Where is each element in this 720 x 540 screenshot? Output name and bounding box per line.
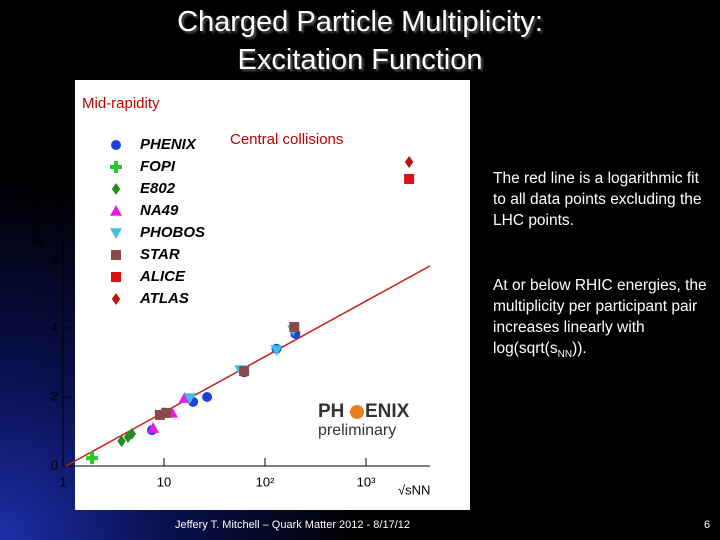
- annotation: Central collisions: [230, 131, 343, 148]
- x-tick-label: 10²: [256, 474, 275, 489]
- legend-marker: [111, 183, 121, 195]
- x-tick-label: 1: [59, 474, 66, 489]
- legend-label: E802: [140, 180, 176, 197]
- legend-marker: [111, 250, 121, 260]
- point: [270, 345, 283, 357]
- logo-icon: [350, 405, 364, 419]
- note: At or below RHIC energies, the multiplic…: [493, 275, 708, 365]
- logo-text: preliminary: [318, 422, 396, 439]
- legend-label: STAR: [140, 246, 180, 263]
- page-number: 6: [704, 519, 711, 531]
- legend-marker: [110, 205, 122, 216]
- point: [178, 392, 191, 403]
- y-tick-label: 8: [51, 181, 58, 196]
- point: [202, 392, 213, 402]
- y-tick-label: 2: [51, 388, 58, 403]
- point: [404, 156, 414, 169]
- logo-text: ENIX: [365, 401, 410, 422]
- x-tick-label: 10³: [357, 474, 376, 489]
- footer: Jeffery T. Mitchell – Quark Matter 2012 …: [175, 519, 410, 531]
- point: [127, 427, 137, 440]
- legend-marker: [111, 140, 121, 150]
- legend-label: NA49: [140, 202, 179, 219]
- point: [161, 407, 172, 418]
- annotation: Mid-rapidity: [82, 95, 160, 112]
- note-text: At or below RHIC energies, the multiplic…: [493, 277, 707, 357]
- legend-label: ATLAS: [139, 290, 189, 307]
- fit-line: [65, 265, 431, 467]
- title-line: Charged Particle Multiplicity:: [177, 6, 543, 38]
- legend-marker: [110, 161, 122, 173]
- legend-label: ALICE: [139, 268, 186, 285]
- y-tick-label: 0: [51, 457, 58, 472]
- point: [239, 366, 250, 377]
- x-tick-label: 10: [157, 474, 171, 489]
- y-axis-label: dNch/dη/(0.5 Npart): [29, 133, 44, 247]
- y-tick-label: 4: [51, 319, 58, 334]
- note-sub: NN: [557, 349, 573, 361]
- logo-text: PH: [318, 401, 344, 422]
- legend-label: PHENIX: [140, 136, 197, 153]
- point: [117, 435, 126, 448]
- point: [183, 393, 196, 405]
- note: The red line is a logarithmic fit to all…: [493, 170, 702, 229]
- point: [147, 422, 160, 433]
- legend-marker: [111, 272, 121, 282]
- y-tick-label: 6: [51, 250, 58, 265]
- legend-marker: [111, 293, 121, 305]
- legend-marker: [110, 228, 122, 239]
- point: [154, 409, 165, 420]
- note-text: )).: [572, 340, 587, 357]
- legend-label: PHOBOS: [140, 224, 205, 241]
- point: [289, 321, 300, 332]
- legend-label: FOPI: [140, 158, 176, 175]
- point: [86, 452, 99, 465]
- title-line: Excitation Function: [237, 44, 483, 76]
- point: [404, 173, 415, 184]
- chart-panel: [75, 80, 470, 510]
- y-tick-label: 10: [44, 112, 58, 127]
- x-axis-label: √sNN: [398, 482, 430, 497]
